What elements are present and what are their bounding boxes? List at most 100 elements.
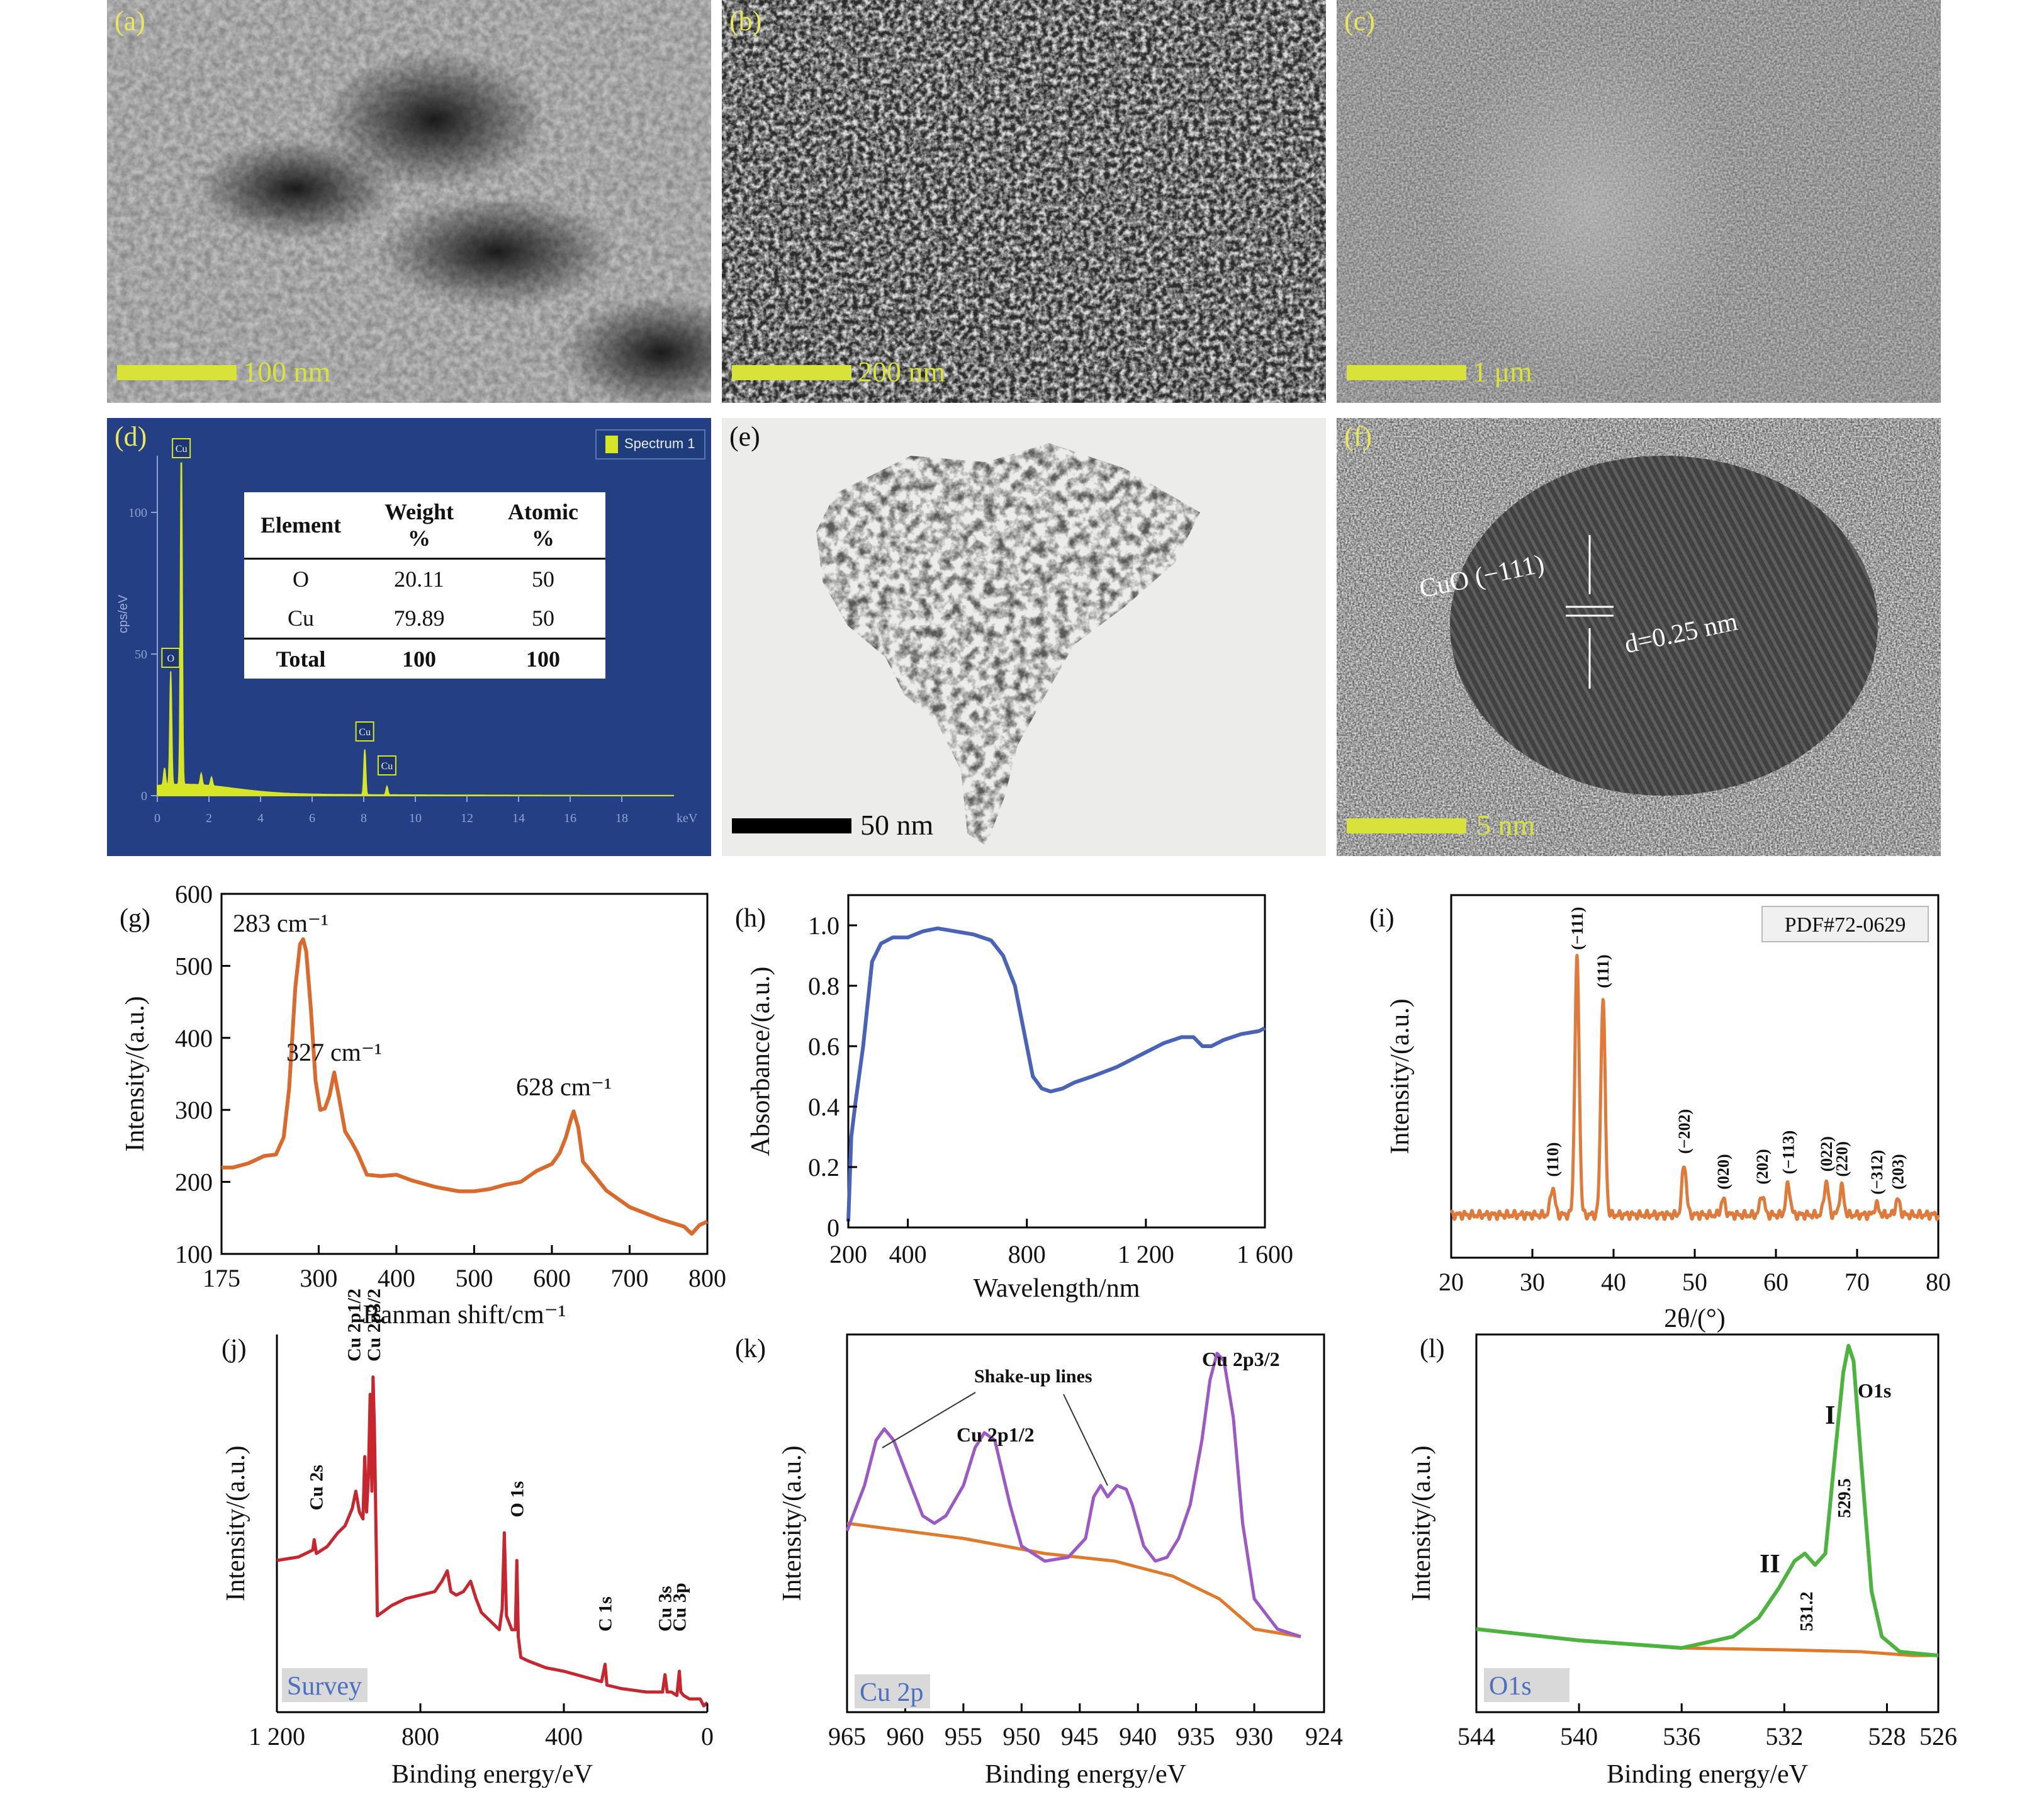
panel-label: (c) <box>1344 6 1375 37</box>
panel-label: (k) <box>735 1334 766 1363</box>
x-tick-label: 40 <box>1601 1268 1626 1296</box>
reference-card-box <box>1761 906 1929 942</box>
edx-peak-tag <box>161 648 181 668</box>
xps-peak-label: Cu 3s <box>655 1586 676 1632</box>
y-tick-label: 0.4 <box>808 1093 840 1121</box>
table-cell: Cu <box>287 606 314 631</box>
table-row-total: Total 100 100 <box>244 638 605 679</box>
plot-frame <box>847 894 1266 1229</box>
x-axis-label: Wavelength/nm <box>974 1274 1140 1303</box>
panel-b-sem: (b) 200 nm <box>722 0 1326 403</box>
y-axis-label: Intensity/(a.u.) <box>778 1445 807 1601</box>
x-tick-label: 935 <box>1177 1722 1215 1751</box>
annotation: 327 cm⁻¹ <box>286 1038 382 1066</box>
xps-peak-label: Cu 2p3/2 <box>364 1289 385 1362</box>
edx-x-tick-label: 2 <box>206 811 212 825</box>
edx-peak-tag <box>172 438 191 458</box>
x-tick-label: 800 <box>402 1722 439 1751</box>
sample-tag-bg <box>282 1668 368 1702</box>
edx-x-tick-label: 8 <box>361 811 367 825</box>
panel-d-edx: 0 2 4 6 8 10 12 14 16 18 keV 0 50 100 Cu O Cu Cu (d) Spec… <box>107 418 711 856</box>
plot-frame <box>1450 894 1940 1259</box>
edx-y-tick-label: 0 <box>141 789 147 803</box>
x-tick-label: 965 <box>828 1722 866 1751</box>
legend-swatch <box>605 436 618 454</box>
annotation-arrow <box>1063 1394 1108 1486</box>
table-cell: 50 <box>532 567 554 592</box>
edx-peak-tag-label: Cu <box>176 444 188 454</box>
x-tick-label: 532 <box>1765 1722 1803 1751</box>
table-header: Weight % <box>357 492 481 560</box>
scale-bar <box>117 365 237 380</box>
edx-y-tick-label: 50 <box>135 648 147 662</box>
xps-peak-label: C 1s <box>595 1596 616 1632</box>
x-tick-label: 0 <box>701 1722 714 1751</box>
x-axis-label: Binding energy/eV <box>985 1760 1186 1788</box>
x-tick-label: 924 <box>1305 1722 1343 1751</box>
x-tick-label: 930 <box>1235 1722 1273 1751</box>
table-header: Atomic % <box>481 492 605 560</box>
edx-x-tick-label: 6 <box>309 811 315 825</box>
panel-c-sem: (c) 1 μm <box>1337 0 1941 403</box>
y-tick-label: 100 <box>175 1240 213 1268</box>
scale-bar <box>732 818 851 833</box>
y-axis-label: Absorbance/(a.u.) <box>746 967 775 1156</box>
annotation: Cu 2p3/2 <box>1202 1348 1280 1370</box>
table-cell: Total <box>244 638 357 679</box>
y-axis-label: Intensity/(a.u.) <box>1407 1445 1436 1601</box>
y-tick-label: 600 <box>175 880 213 908</box>
edx-x-tick-label: 14 <box>512 811 525 825</box>
table-header: Element <box>244 492 357 560</box>
sample-tag-bg <box>855 1674 930 1708</box>
table-cell: 50 <box>532 606 554 631</box>
panel-e-tem: (e) 50 nm <box>722 418 1326 856</box>
y-tick-label: 0.2 <box>808 1153 840 1182</box>
xrd-peak-label: (020) <box>1714 1154 1732 1189</box>
raman-series-line <box>222 937 709 1236</box>
x-tick-label: 800 <box>688 1264 726 1292</box>
sem-image-c <box>1337 0 1941 403</box>
xrd-peak-label: (202) <box>1753 1149 1772 1184</box>
x-tick-label: 20 <box>1439 1268 1464 1296</box>
xrd-peak-label: (−312) <box>1868 1150 1886 1195</box>
table-cell: 100 <box>481 638 605 679</box>
annotation: II <box>1760 1550 1780 1579</box>
y-tick-label: 500 <box>175 952 213 980</box>
x-axis-label: 2θ/(°) <box>1664 1304 1726 1333</box>
x-axis-label: Binding energy/eV <box>1607 1760 1808 1788</box>
y-tick-label: 200 <box>175 1168 213 1197</box>
scale-bar-label: 200 nm <box>858 356 946 388</box>
reference-card-label: PDF#72-0629 <box>1785 913 1906 937</box>
xrd-peak-label: (220) <box>1833 1141 1851 1176</box>
sample-tag-bg <box>1484 1668 1570 1702</box>
x-tick-label: 70 <box>1845 1268 1870 1296</box>
plot-frame <box>220 893 709 1255</box>
panel-label: (i) <box>1369 904 1395 933</box>
xrd-peak-label: (022) <box>1817 1136 1836 1171</box>
y-tick-label: 300 <box>175 1096 213 1124</box>
chart-area: 175 300 400 500 600 700 800100200300400500600R… <box>120 880 1957 1788</box>
panel-f-hrtem: (f) CuO (−111) d=0.25 nm 5 nm <box>1337 418 1941 856</box>
scale-bar <box>1347 365 1466 380</box>
annotation: O1s <box>1858 1379 1891 1402</box>
scale-bar <box>732 365 851 380</box>
annotation: I <box>1825 1401 1835 1430</box>
plot-frame <box>846 1333 1325 1713</box>
xps-peak-label: Cu 2p1/2 <box>344 1289 365 1362</box>
x-tick-label: 940 <box>1119 1722 1157 1751</box>
xrd-series-line <box>1449 954 1940 1221</box>
x-axis-label: Ranman shift/cm⁻¹ <box>363 1300 566 1329</box>
x-tick-label: 945 <box>1061 1722 1099 1751</box>
edx-legend: Spectrum 1 <box>595 429 705 460</box>
y-tick-label: 0.6 <box>808 1032 840 1061</box>
x-tick-label: 50 <box>1682 1268 1707 1296</box>
sample-tag: O1s <box>1489 1672 1532 1701</box>
sample-tag: Survey <box>287 1672 362 1701</box>
table-row: O 20.11 50 <box>244 559 605 599</box>
table-cell: 100 <box>357 638 481 679</box>
xps-peak-label: Cu 2s <box>306 1465 327 1511</box>
y-tick-label: 400 <box>175 1024 213 1052</box>
x-tick-label: 700 <box>610 1264 648 1292</box>
edx-x-tick-label: 12 <box>461 811 473 825</box>
xrd-peak-label: (−113) <box>1779 1131 1797 1175</box>
